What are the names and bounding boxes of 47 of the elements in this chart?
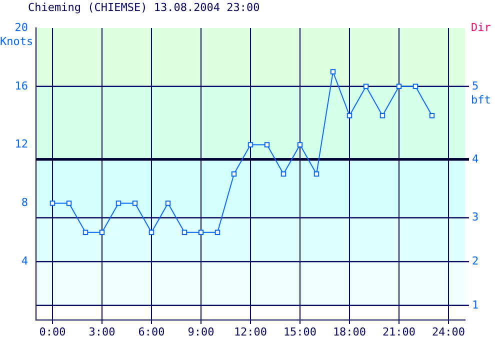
point bbox=[214, 230, 220, 236]
x-tick-label: 24:00 bbox=[432, 325, 466, 338]
point bbox=[297, 142, 303, 148]
point bbox=[363, 84, 369, 90]
point bbox=[116, 200, 122, 206]
text: 1 bbox=[472, 298, 479, 312]
text: 3 bbox=[472, 210, 479, 224]
x-tick-label: 3:00 bbox=[88, 325, 116, 338]
point bbox=[132, 200, 138, 206]
point bbox=[264, 142, 270, 148]
x-tick-label: 15:00 bbox=[283, 325, 317, 338]
text: Dir bbox=[471, 20, 492, 34]
point bbox=[165, 200, 171, 206]
point bbox=[82, 230, 88, 236]
x-tick-label: 12:00 bbox=[234, 325, 268, 338]
point bbox=[429, 112, 435, 118]
y-tick-label: 16 bbox=[14, 79, 28, 92]
text: bft bbox=[471, 93, 491, 106]
x-tick-label: 6:00 bbox=[138, 325, 165, 338]
point bbox=[330, 69, 336, 74]
text: 2 bbox=[472, 254, 479, 268]
point bbox=[99, 230, 105, 236]
x-tick-label: 21:00 bbox=[382, 325, 416, 338]
chart-title: Chieming (CHIEMSE) 13.08.2004 23:00 bbox=[28, 0, 260, 14]
point bbox=[198, 230, 204, 236]
point bbox=[148, 230, 154, 236]
point bbox=[182, 230, 188, 236]
point bbox=[380, 112, 386, 118]
y-axis-title: Knots bbox=[0, 34, 34, 48]
point bbox=[231, 171, 237, 177]
text: 4 bbox=[472, 152, 479, 166]
y-tick-label: 8 bbox=[21, 196, 28, 210]
x-tick-label: 18:00 bbox=[332, 325, 366, 338]
x-tick-label: 9:00 bbox=[188, 325, 214, 338]
point bbox=[346, 112, 352, 118]
point bbox=[314, 171, 320, 177]
point bbox=[248, 142, 254, 148]
y-tick-label: 4 bbox=[21, 254, 28, 268]
point bbox=[280, 171, 286, 177]
text: 5 bbox=[472, 79, 479, 92]
y-tick-label: 12 bbox=[14, 138, 28, 151]
point bbox=[66, 200, 72, 206]
x-tick-label: 0:00 bbox=[39, 325, 66, 338]
y-tick-label: 20 bbox=[14, 20, 28, 34]
point bbox=[50, 200, 56, 206]
point bbox=[412, 84, 418, 90]
point bbox=[396, 84, 402, 90]
